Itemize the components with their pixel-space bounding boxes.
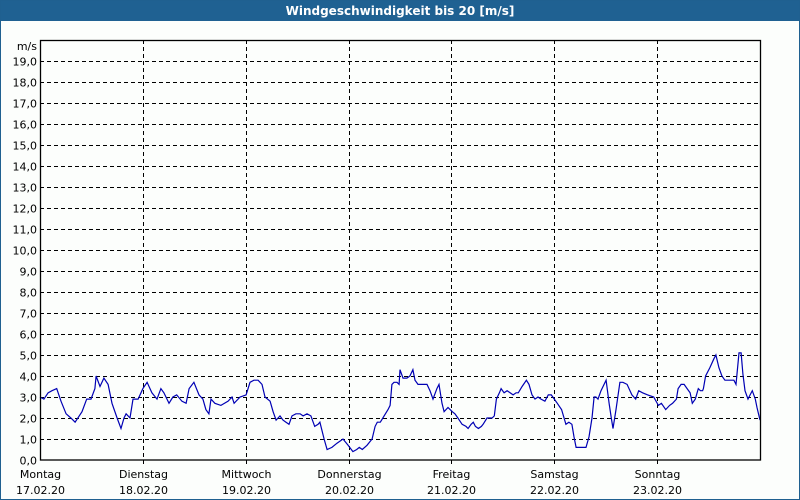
y-tick-label: 5,0 — [20, 350, 38, 363]
y-tick-label: 10,0 — [13, 245, 38, 258]
y-tick-label: 3,0 — [20, 392, 38, 405]
grid-lines — [40, 40, 760, 466]
y-tick-label: 13,0 — [13, 182, 38, 195]
y-tick-label: 19,0 — [13, 56, 38, 69]
x-axis-ticks: Montag 17.02.20 Dienstag 18.02.20 Mittwoch 19… — [16, 468, 682, 497]
x-tick-date: 22.02.20 — [530, 484, 579, 497]
y-tick-label: 9,0 — [20, 266, 38, 279]
plot-area — [39, 39, 762, 461]
x-tick-day: Mittwoch — [222, 468, 272, 481]
x-tick-day: Dienstag — [119, 468, 168, 481]
x-tick-date: 19.02.20 — [222, 484, 271, 497]
y-tick-label: 2,0 — [20, 413, 38, 426]
y-tick-label: 8,0 — [20, 287, 38, 300]
y-tick-label: 16,0 — [13, 119, 38, 132]
x-tick-date: 18.02.20 — [119, 484, 168, 497]
x-tick-day: Freitag — [433, 468, 471, 481]
x-tick-day: Samstag — [530, 468, 578, 481]
x-tick-date: 21.02.20 — [427, 484, 476, 497]
y-tick-label: 17,0 — [13, 98, 38, 111]
x-tick-date: 20.02.20 — [325, 484, 374, 497]
y-tick-label: 11,0 — [13, 224, 38, 237]
y-tick-label: 18,0 — [13, 77, 38, 90]
y-tick-label: 12,0 — [13, 203, 38, 216]
y-tick-label: 14,0 — [13, 161, 38, 174]
y-tick-label: 0,0 — [20, 455, 38, 468]
y-tick-label: 7,0 — [20, 308, 38, 321]
x-tick-date: 17.02.20 — [16, 484, 65, 497]
x-tick-day: Donnerstag — [317, 468, 381, 481]
y-tick-label: 1,0 — [20, 434, 38, 447]
x-tick-date: 23.02.20 — [633, 484, 682, 497]
y-tick-label: 15,0 — [13, 140, 38, 153]
y-axis-unit-label: m/s — [17, 40, 37, 53]
x-tick-day: Montag — [20, 468, 61, 481]
y-axis-ticks: 0,0 1,0 2,0 3,0 4,0 5,0 6,0 7,0 8,0 9,0 10,0 11,0 12… — [13, 56, 38, 468]
y-tick-label: 4,0 — [20, 371, 38, 384]
x-tick-day: Sonntag — [635, 468, 681, 481]
chart-title: Windgeschwindigkeit bis 20 [m/s] — [1, 1, 799, 21]
y-tick-label: 6,0 — [20, 329, 38, 342]
wind-speed-line — [39, 352, 761, 453]
